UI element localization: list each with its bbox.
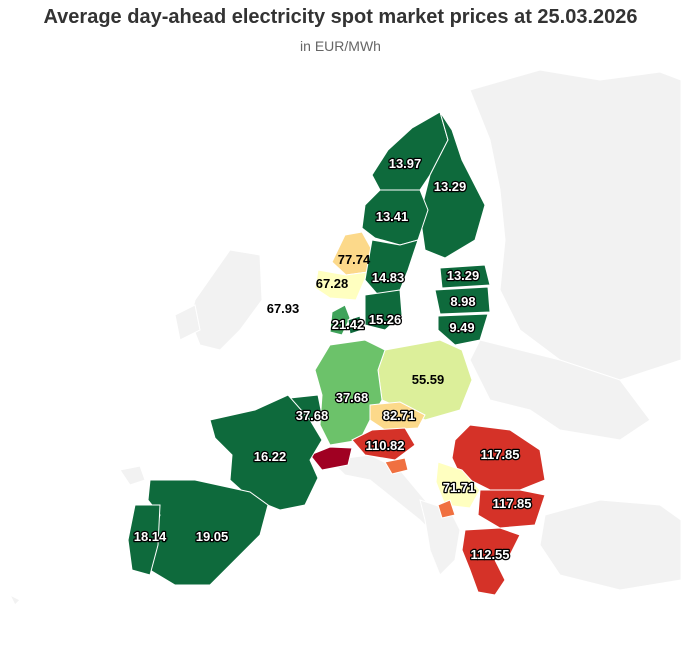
- label-greece: 112.55: [470, 547, 509, 562]
- label-austria: 110.82: [365, 438, 404, 453]
- zone-czechia[interactable]: [369, 401, 426, 431]
- label-latvia: 8.98: [450, 294, 475, 309]
- zone-bulgaria[interactable]: [477, 489, 546, 529]
- label-serbia: 71.71: [443, 480, 476, 495]
- zone-dk-east[interactable]: [347, 315, 363, 335]
- label-no-north: 13.97: [389, 156, 422, 171]
- label-uk: 67.93: [267, 301, 300, 316]
- zone-finland[interactable]: [419, 111, 486, 259]
- label-spain: 19.05: [196, 529, 229, 544]
- label-france: 16.22: [254, 449, 287, 464]
- label-se-central: 13.41: [376, 209, 409, 224]
- chart-subtitle: in EUR/MWh: [300, 38, 381, 54]
- zone-dk[interactable]: [329, 304, 351, 336]
- label-germany: 37.68: [336, 390, 369, 405]
- zone-se-south-central[interactable]: [364, 239, 419, 296]
- label-belgium: 37.68: [296, 408, 329, 423]
- zone-no-south[interactable]: [314, 269, 369, 301]
- zone-france[interactable]: [209, 394, 323, 511]
- price-zones: [127, 111, 546, 596]
- label-poland: 55.59: [412, 372, 445, 387]
- background-land: [8, 69, 681, 606]
- price-labels: 13.97 13.29 13.41 77.74 67.28 14.83 67.9…: [132, 155, 532, 564]
- zone-north-macedonia[interactable]: [437, 499, 456, 519]
- label-estonia: 13.29: [447, 268, 480, 283]
- chart-title: Average day-ahead electricity spot marke…: [43, 6, 638, 28]
- zone-estonia[interactable]: [439, 264, 491, 289]
- zone-greece[interactable]: [461, 527, 521, 596]
- label-romania: 117.85: [480, 447, 519, 462]
- label-finland: 13.29: [434, 179, 467, 194]
- label-no-south: 67.28: [316, 276, 349, 291]
- label-se-south-central: 14.83: [372, 270, 405, 285]
- label-lithuania: 9.49: [449, 320, 474, 335]
- zone-germany[interactable]: [314, 339, 386, 446]
- zone-latvia[interactable]: [434, 286, 491, 315]
- zone-romania[interactable]: [451, 424, 546, 491]
- label-czechia: 82.71: [383, 408, 416, 423]
- label-dk: 21.42: [332, 317, 365, 332]
- label-se-south: 15.26: [369, 312, 402, 327]
- zone-slovenia[interactable]: [384, 457, 409, 475]
- zone-austria[interactable]: [351, 427, 416, 461]
- zone-portugal[interactable]: [127, 504, 161, 576]
- label-portugal: 18.14: [134, 529, 167, 544]
- zone-se-south[interactable]: [364, 289, 403, 331]
- zone-serbia[interactable]: [435, 461, 481, 509]
- zone-switzerland[interactable]: [309, 446, 353, 471]
- zone-lithuania[interactable]: [437, 313, 489, 346]
- label-no-west: 77.74: [338, 252, 371, 267]
- label-bulgaria: 117.85: [492, 496, 531, 511]
